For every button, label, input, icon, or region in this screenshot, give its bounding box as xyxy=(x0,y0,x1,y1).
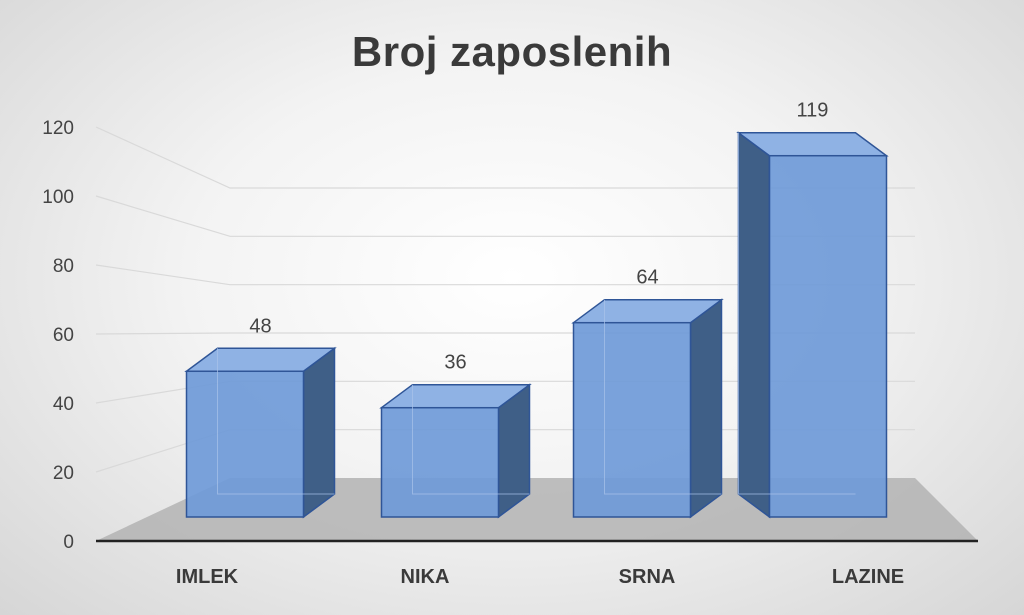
data-label: 48 xyxy=(249,315,271,337)
bar-side-face xyxy=(689,298,723,519)
bar-group: 119 xyxy=(736,100,889,519)
bar-inner-edge xyxy=(604,299,722,495)
bar xyxy=(380,406,500,518)
bar-inner-edge xyxy=(217,348,335,495)
gridline xyxy=(95,195,915,237)
y-tick-label: 60 xyxy=(53,325,74,346)
x-tick-label: IMLEK xyxy=(176,566,239,588)
data-label: 36 xyxy=(444,352,466,374)
y-tick-label: 0 xyxy=(63,532,74,553)
y-tick-label: 80 xyxy=(53,256,74,277)
x-tick-label: LAZINE xyxy=(832,566,904,588)
bar xyxy=(185,370,305,518)
y-tick-label: 20 xyxy=(53,463,74,484)
bar-side-face xyxy=(737,131,771,519)
bar xyxy=(768,154,888,518)
x-tick-label: NIKA xyxy=(401,566,450,588)
bar-inner-edge xyxy=(738,132,856,495)
y-tick-label: 100 xyxy=(42,187,74,208)
y-tick-label: 40 xyxy=(53,394,74,415)
bar-group: 64 xyxy=(571,267,724,519)
x-tick-label: SRNA xyxy=(619,566,676,588)
data-label: 119 xyxy=(797,100,829,122)
gridline xyxy=(95,264,915,286)
chart-title: Broj zaposlenih xyxy=(351,28,673,75)
bar-side-face xyxy=(302,346,336,519)
gridline xyxy=(95,126,915,189)
bar-group: 36 xyxy=(379,352,532,519)
bar-inner-edge xyxy=(412,384,530,495)
y-tick-label: 120 xyxy=(42,118,74,139)
data-label: 64 xyxy=(636,267,658,289)
bar xyxy=(572,321,692,518)
bar-group: 48 xyxy=(184,315,337,519)
